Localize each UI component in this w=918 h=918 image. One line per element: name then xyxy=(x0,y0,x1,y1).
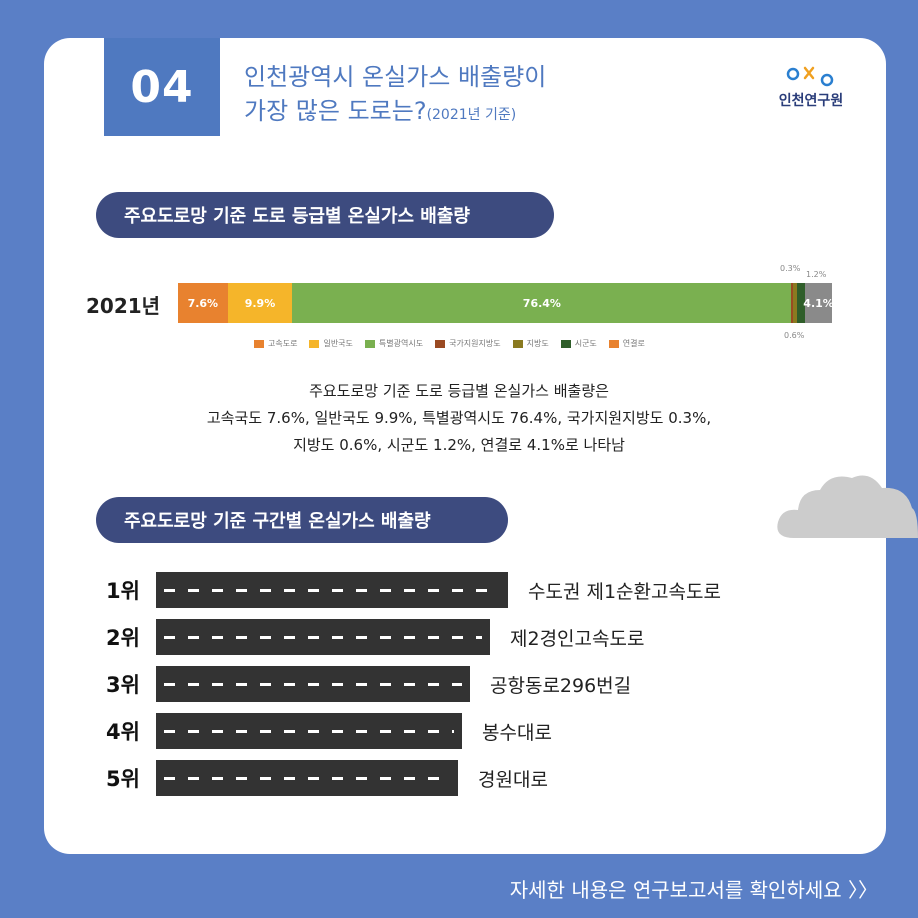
road-lane-marking xyxy=(164,588,500,592)
summary-text: 주요도로망 기준 도로 등급별 온실가스 배출량은 고속국도 7.6%, 일반국… xyxy=(0,378,918,459)
road-graphic xyxy=(156,666,470,702)
road-lane-marking xyxy=(164,635,482,639)
legend-item-3: 국가지원지방도 xyxy=(435,338,501,349)
legend-item-4: 지방도 xyxy=(512,338,549,349)
ranking-row: 3위 공항동로296번길 xyxy=(106,666,631,702)
legend-swatch-2 xyxy=(364,339,375,348)
legend-label-4: 지방도 xyxy=(526,339,549,348)
legend-swatch-3 xyxy=(435,339,446,348)
summary-line-1: 주요도로망 기준 도로 등급별 온실가스 배출량은 xyxy=(309,382,609,400)
bar-segment-1: 9.9% xyxy=(227,283,293,323)
title-line-2-main: 가장 많은 도로는? xyxy=(244,97,427,125)
bar-segment-label-6: 4.1% xyxy=(803,296,834,310)
rank-label: 3위 xyxy=(106,673,140,697)
legend-swatch-1 xyxy=(309,339,320,348)
year-label: 2021년 xyxy=(86,294,161,318)
bar-segment-label-2: 76.4% xyxy=(522,296,561,310)
legend-label-5: 시군도 xyxy=(574,339,597,348)
section-number: 04 xyxy=(104,38,220,136)
chart-legend: 고속도로 일반국도 특별광역시도 국가지원지방도 지방도 시군도 연결로 xyxy=(254,338,645,349)
road-graphic xyxy=(156,760,458,796)
footer-link[interactable]: 자세한 내용은 연구보고서를 확인하세요 〉〉 xyxy=(509,878,878,902)
legend-item-1: 일반국도 xyxy=(309,338,353,349)
summary-line-2: 고속국도 7.6%, 일반국도 9.9%, 특별광역시도 76.4%, 국가지원… xyxy=(206,409,712,427)
rank-label: 2위 xyxy=(106,626,140,650)
label-local-road: 0.3% xyxy=(780,264,801,273)
legend-label-3: 국가지원지방도 xyxy=(449,339,501,348)
bar-segment-2: 76.4% xyxy=(292,283,792,323)
rank-label: 1위 xyxy=(106,579,140,603)
legend-swatch-4 xyxy=(512,339,523,348)
road-name: 경원대로 xyxy=(478,768,548,791)
label-city-road: 1.2% xyxy=(806,270,827,279)
title-line-1: 인천광역시 온실가스 배출량이 xyxy=(244,63,547,91)
institute-logo: 인천연구원 xyxy=(756,62,866,122)
stacked-bar-chart: 7.6% 9.9% 76.4% 4.1% xyxy=(178,283,834,323)
section1-heading: 주요도로망 기준 도로 등급별 온실가스 배출량 xyxy=(96,192,554,238)
road-lane-marking xyxy=(164,776,450,780)
bar-segment-0: 7.6% xyxy=(178,283,228,323)
road-name: 제2경인고속도로 xyxy=(510,627,645,650)
road-lane-marking xyxy=(164,682,462,686)
bar-segment-4 xyxy=(793,283,798,323)
ranking-row: 5위 경원대로 xyxy=(106,760,548,796)
summary-line-3: 지방도 0.6%, 시군도 1.2%, 연결로 4.1%로 나타남 xyxy=(293,436,625,454)
legend-item-6: 연결로 xyxy=(608,338,645,349)
title-year: (2021년 기준) xyxy=(426,107,517,123)
legend-label-1: 일반국도 xyxy=(323,339,353,348)
ranking-row: 2위 제2경인고속도로 xyxy=(106,619,644,655)
legend-item-0: 고속도로 xyxy=(254,338,297,349)
label-province-road: 0.6% xyxy=(784,331,805,340)
ranking-row: 4위 봉수대로 xyxy=(106,713,552,749)
rank-label: 4위 xyxy=(106,720,140,744)
bar-segment-3 xyxy=(791,283,794,323)
logo-text: 인천연구원 xyxy=(778,93,844,109)
bar-segment-label-0: 7.6% xyxy=(187,296,219,310)
logo-mark-icon xyxy=(786,66,834,87)
road-name: 공항동로296번길 xyxy=(490,674,632,697)
legend-item-5: 시군도 xyxy=(560,338,597,349)
bar-segment-5 xyxy=(797,283,806,323)
ranking-row: 1위 수도권 제1순환고속도로 xyxy=(106,572,721,608)
legend-item-2: 특별광역시도 xyxy=(364,338,424,349)
legend-swatch-0 xyxy=(254,339,264,348)
legend-swatch-6 xyxy=(608,339,619,348)
legend-label-2: 특별광역시도 xyxy=(378,339,424,348)
section2-heading: 주요도로망 기준 구간별 온실가스 배출량 xyxy=(96,497,508,543)
cloud-icon xyxy=(777,475,918,538)
road-graphic xyxy=(156,713,462,749)
legend-swatch-5 xyxy=(560,339,571,348)
legend-label-6: 연결로 xyxy=(622,339,645,348)
road-lane-marking xyxy=(164,729,454,733)
road-name: 봉수대로 xyxy=(482,721,552,744)
road-graphic xyxy=(156,619,490,655)
bar-segment-label-1: 9.9% xyxy=(244,296,276,310)
title-line-2: 가장 많은 도로는?(2021년 기준) xyxy=(244,94,546,132)
road-graphic xyxy=(156,572,508,608)
page-title: 인천광역시 온실가스 배출량이 가장 많은 도로는?(2021년 기준) xyxy=(244,60,546,132)
bar-segment-6: 4.1% xyxy=(803,283,834,323)
rank-label: 5위 xyxy=(106,767,140,791)
legend-label-0: 고속도로 xyxy=(268,339,298,348)
road-name: 수도권 제1순환고속도로 xyxy=(528,580,721,603)
